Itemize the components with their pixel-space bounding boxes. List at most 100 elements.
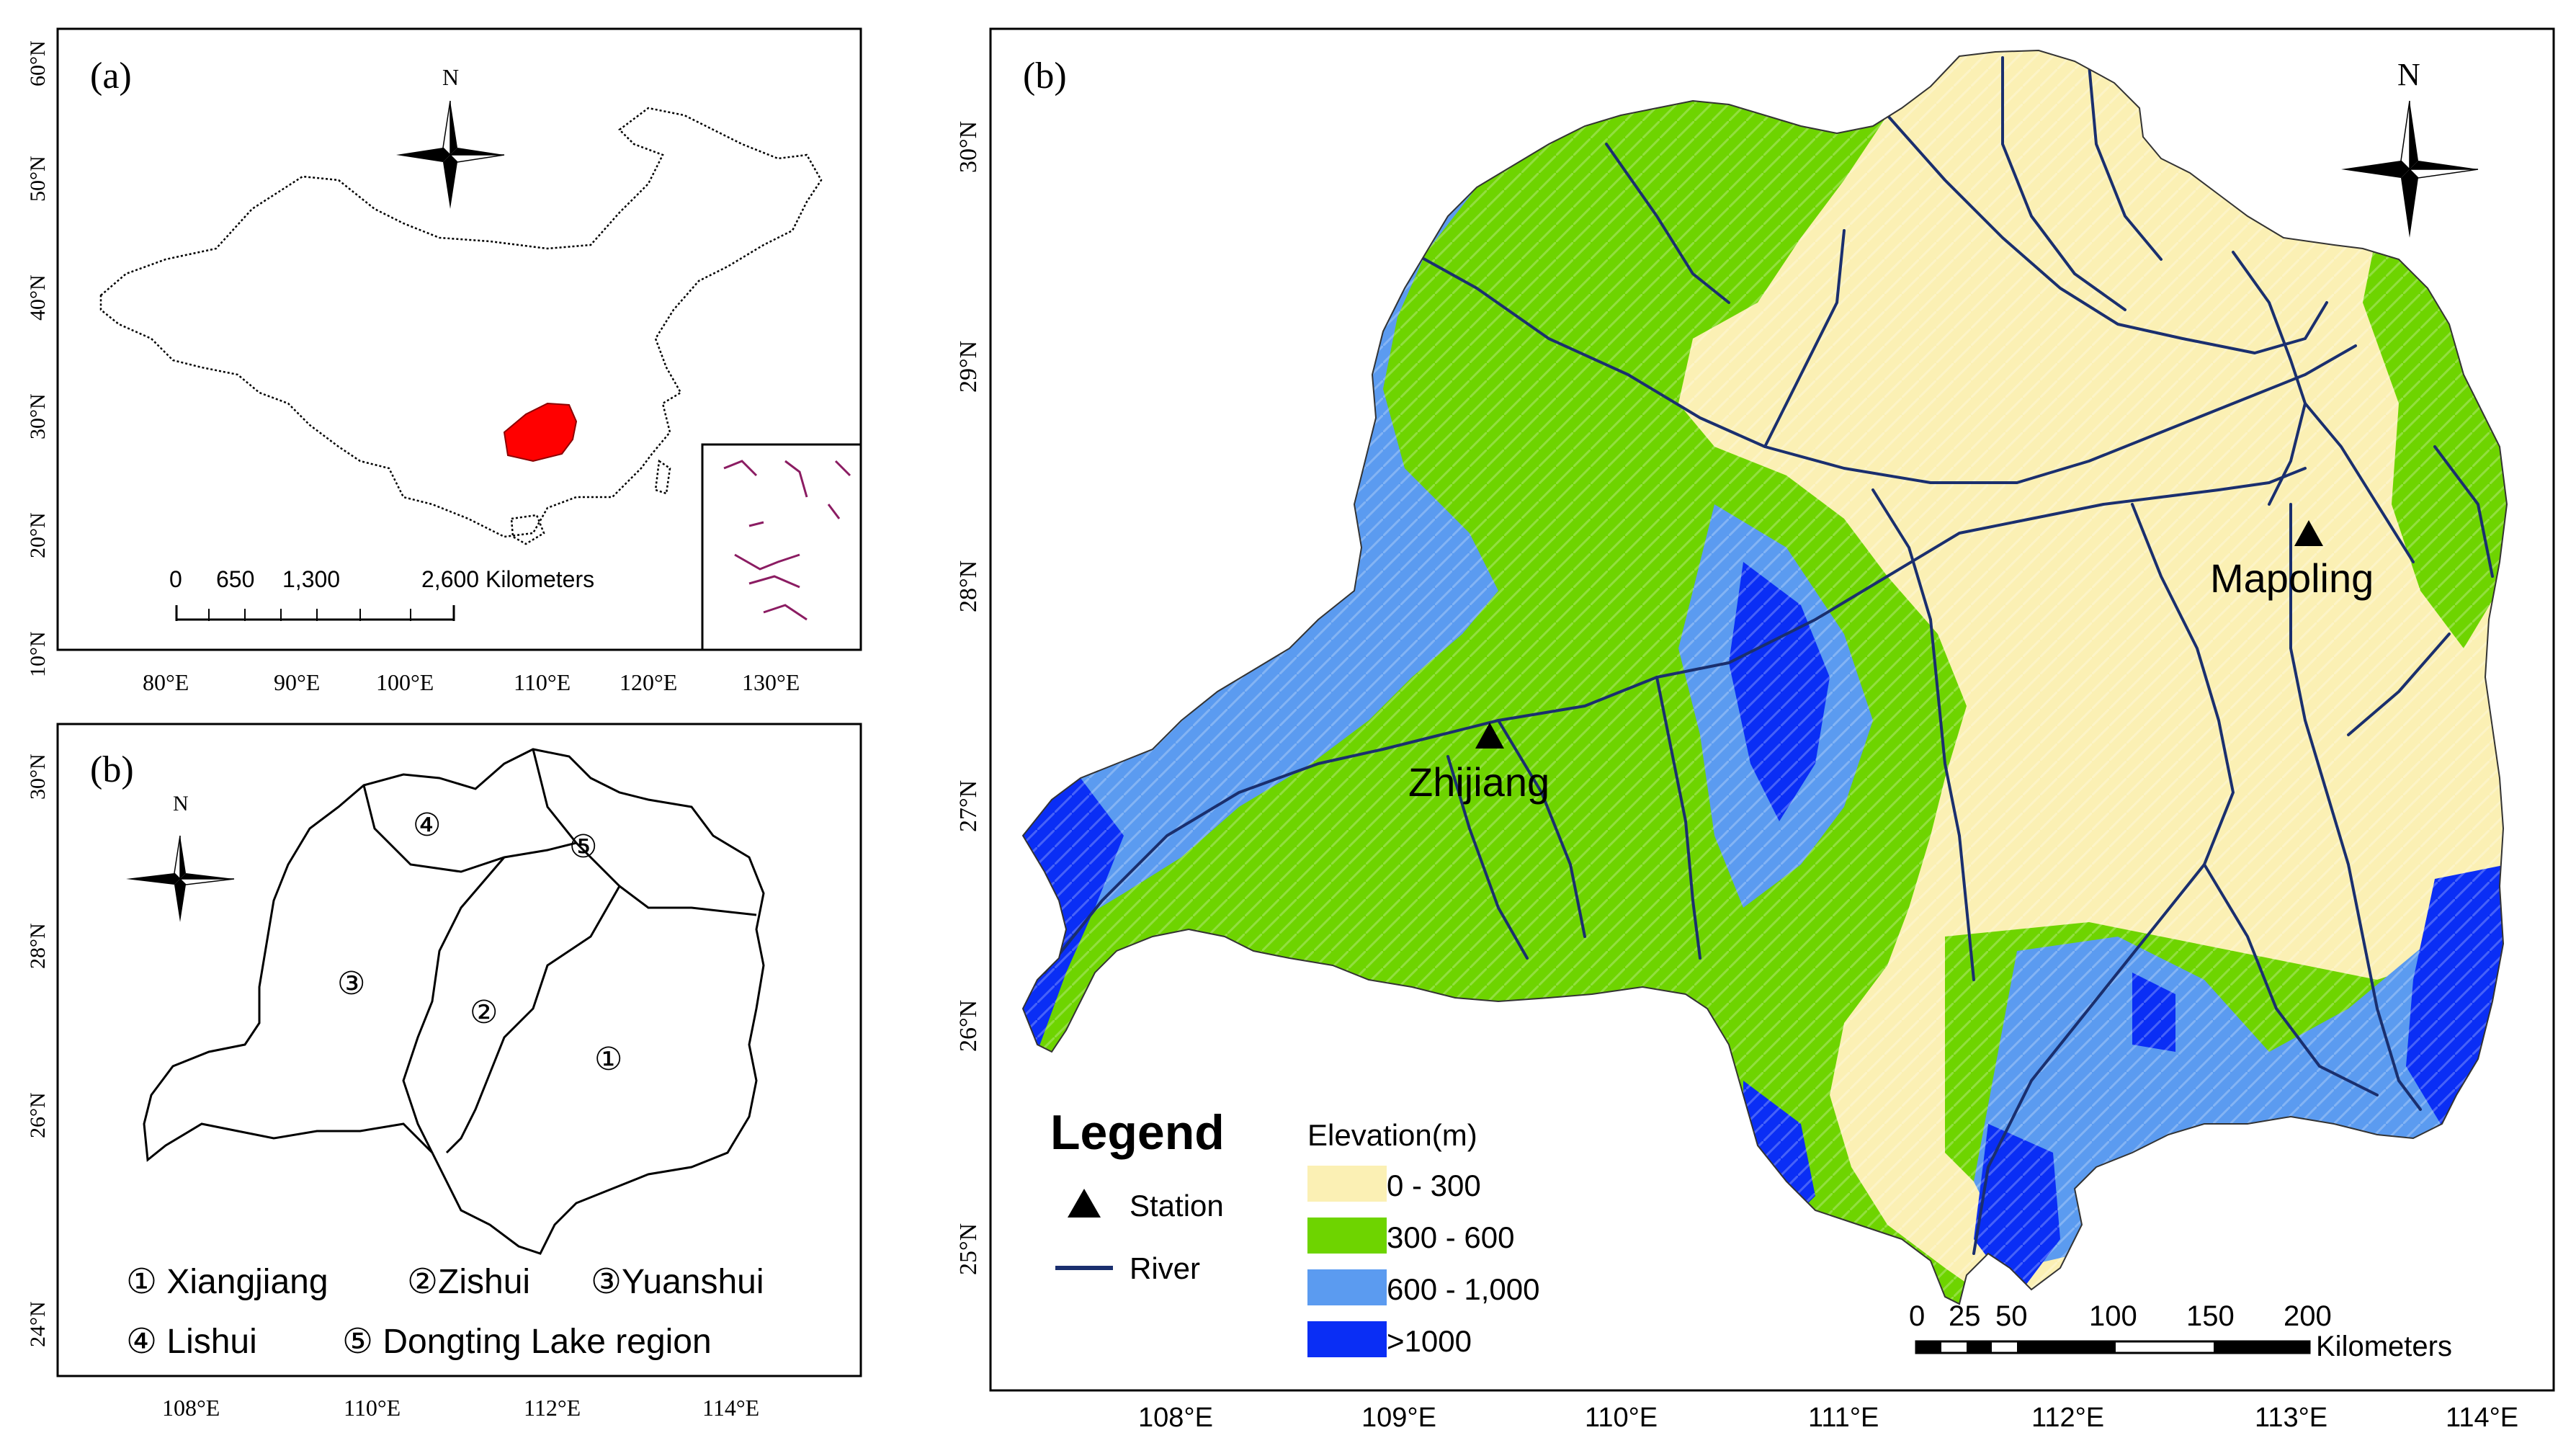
subbasin-marker-zishui: ② — [470, 995, 498, 1030]
lon-tick-a-100: 100°E — [376, 669, 434, 695]
lon-tick-br-114: 114°E — [2446, 1403, 2518, 1433]
lon-tick-br-109: 109°E — [1361, 1403, 1436, 1433]
legend-swatch-600-1000 — [1307, 1269, 1387, 1305]
scale-unit-r: Kilometers — [2316, 1331, 2452, 1362]
elevation-map — [1023, 50, 2507, 1304]
subbasin-legend-lishui: ④ Lishui — [126, 1323, 257, 1361]
north-label-b-left: N — [173, 792, 189, 816]
legend-class-0-300: 0 - 300 — [1387, 1169, 1481, 1202]
subbasin-marker-lishui: ④ — [413, 808, 441, 843]
lon-tick-a-130: 130°E — [742, 669, 800, 695]
subbasin-marker-yuanshui: ③ — [337, 966, 365, 1001]
scale-label-50-r: 50 — [1995, 1300, 2028, 1332]
lat-tick-bl-26: 26°N — [26, 1092, 50, 1138]
north-arrow-a — [396, 100, 505, 209]
panel-b-right: (b) — [955, 27, 2555, 1433]
inset-islands — [723, 460, 851, 621]
panel-b-left-frame — [56, 723, 862, 1377]
scale-label-1300: 1,300 — [282, 566, 340, 592]
scale-label-100-r: 100 — [2089, 1300, 2137, 1332]
north-arrow-b-right — [2341, 100, 2479, 238]
lon-tick-a-120: 120°E — [620, 669, 677, 695]
subbasin-boundary-lishui — [362, 785, 577, 873]
legend-swatch-0-300 — [1307, 1166, 1387, 1202]
lat-tick-br-25: 25°N — [955, 1223, 982, 1275]
lon-tick-bl-112: 112°E — [524, 1395, 581, 1421]
lat-ticks-a: 60°N 50°N 40°N 30°N 20°N 10°N — [26, 40, 50, 677]
lon-tick-a-90: 90°E — [274, 669, 320, 695]
subbasin-boundary-dongting — [532, 749, 757, 916]
lon-tick-a-80: 80°E — [143, 669, 189, 695]
river-network — [1043, 56, 2494, 1255]
lat-tick-a-40: 40°N — [26, 274, 50, 321]
basin-outline — [143, 748, 765, 1255]
lat-tick-a-60: 60°N — [26, 40, 50, 86]
panel-a-label: (a) — [90, 55, 132, 97]
lon-tick-br-108: 108°E — [1138, 1403, 1213, 1433]
lon-ticks-a: 80°E 90°E 100°E 110°E 120°E 130°E — [143, 669, 800, 695]
lon-tick-bl-108: 108°E — [162, 1395, 220, 1421]
scale-label-650: 650 — [216, 566, 254, 592]
legend-class-over-1000: >1000 — [1387, 1324, 1472, 1358]
lat-tick-a-50: 50°N — [26, 156, 50, 202]
north-label-a: N — [442, 64, 459, 90]
lat-tick-bl-24: 24°N — [26, 1301, 50, 1347]
lon-tick-br-110: 110°E — [1585, 1403, 1658, 1433]
lon-tick-br-111: 111°E — [1808, 1403, 1879, 1433]
hainan-island — [510, 514, 545, 545]
lon-tick-br-113: 113°E — [2255, 1403, 2327, 1433]
legend-class-600-1000: 600 - 1,000 — [1387, 1272, 1540, 1306]
legend-river-label: River — [1130, 1251, 1200, 1285]
lat-tick-br-26: 26°N — [955, 1000, 982, 1052]
subbasin-legend-xiangjiang: ① Xiangjiang — [126, 1263, 328, 1301]
scale-label-0-r: 0 — [1909, 1300, 1925, 1332]
scale-label-0: 0 — [169, 566, 182, 592]
south-china-sea-inset — [701, 443, 862, 651]
lat-tick-a-10: 10°N — [26, 631, 50, 677]
legend-station-symbol — [1068, 1189, 1101, 1218]
legend-station-label: Station — [1130, 1189, 1224, 1223]
lat-tick-a-20: 20°N — [26, 512, 50, 558]
legend-class-300-600: 300 - 600 — [1387, 1220, 1514, 1254]
scale-bar-b-right — [1915, 1340, 2311, 1354]
lat-ticks-b-right: 30°N 29°N 28°N 27°N 26°N 25°N — [955, 121, 982, 1275]
scale-label-200-r: 200 — [2284, 1300, 2332, 1332]
elevation-over-1000-nw — [1023, 50, 1513, 259]
taiwan-island — [654, 459, 671, 495]
lat-tick-a-30: 30°N — [26, 393, 50, 439]
lon-tick-bl-110: 110°E — [344, 1395, 401, 1421]
scale-label-150-r: 150 — [2186, 1300, 2235, 1332]
north-label-b-right: N — [2397, 57, 2420, 92]
lat-tick-br-30: 30°N — [955, 121, 982, 173]
station-mapoling-label: Mapoling — [2210, 555, 2374, 601]
scale-bar-a — [175, 605, 455, 621]
panel-b-right-frame — [989, 27, 2555, 1392]
subbasin-legend-yuanshui: ③Yuanshui — [591, 1263, 764, 1301]
subbasin-boundary-zishui — [445, 885, 621, 1154]
china-boundary — [99, 107, 823, 538]
lon-ticks-b-left: 108°E 110°E 112°E 114°E — [162, 1395, 759, 1421]
panel-b-left: (b) N ④ ⑤ ③ ② ① ① Xiangjiang ②Zishui ③Yu… — [26, 723, 862, 1421]
scale-label-2600: 2,600 Kilometers — [421, 566, 594, 592]
subbasin-marker-xiangjiang: ① — [594, 1042, 622, 1077]
basin-boundary-right — [1021, 49, 2508, 1305]
lat-tick-br-29: 29°N — [955, 341, 982, 393]
legend-elevation-title: Elevation(m) — [1307, 1118, 1477, 1152]
subbasin-marker-dongting: ⑤ — [569, 829, 597, 865]
scale-label-25-r: 25 — [1949, 1300, 1981, 1332]
panel-b-left-label: (b) — [90, 749, 134, 790]
lat-tick-br-27: 27°N — [955, 780, 982, 832]
panel-a-frame — [56, 27, 862, 651]
subbasin-legend-zishui: ②Zishui — [407, 1263, 530, 1301]
lat-ticks-b-left: 30°N 28°N 26°N 24°N — [26, 754, 50, 1347]
legend-title: Legend — [1050, 1105, 1225, 1160]
panel-a: (a) N — [26, 27, 862, 695]
station-mapoling-marker — [2294, 520, 2323, 546]
lat-tick-bl-30: 30°N — [26, 754, 50, 800]
lon-tick-bl-114: 114°E — [702, 1395, 759, 1421]
panel-b-right-label: (b) — [1023, 55, 1067, 97]
subbasin-boundary-yuanshui — [402, 857, 506, 1153]
lon-tick-br-112: 112°E — [2031, 1403, 2104, 1433]
legend-swatch-over-1000 — [1307, 1321, 1387, 1357]
study-area — [503, 402, 578, 463]
